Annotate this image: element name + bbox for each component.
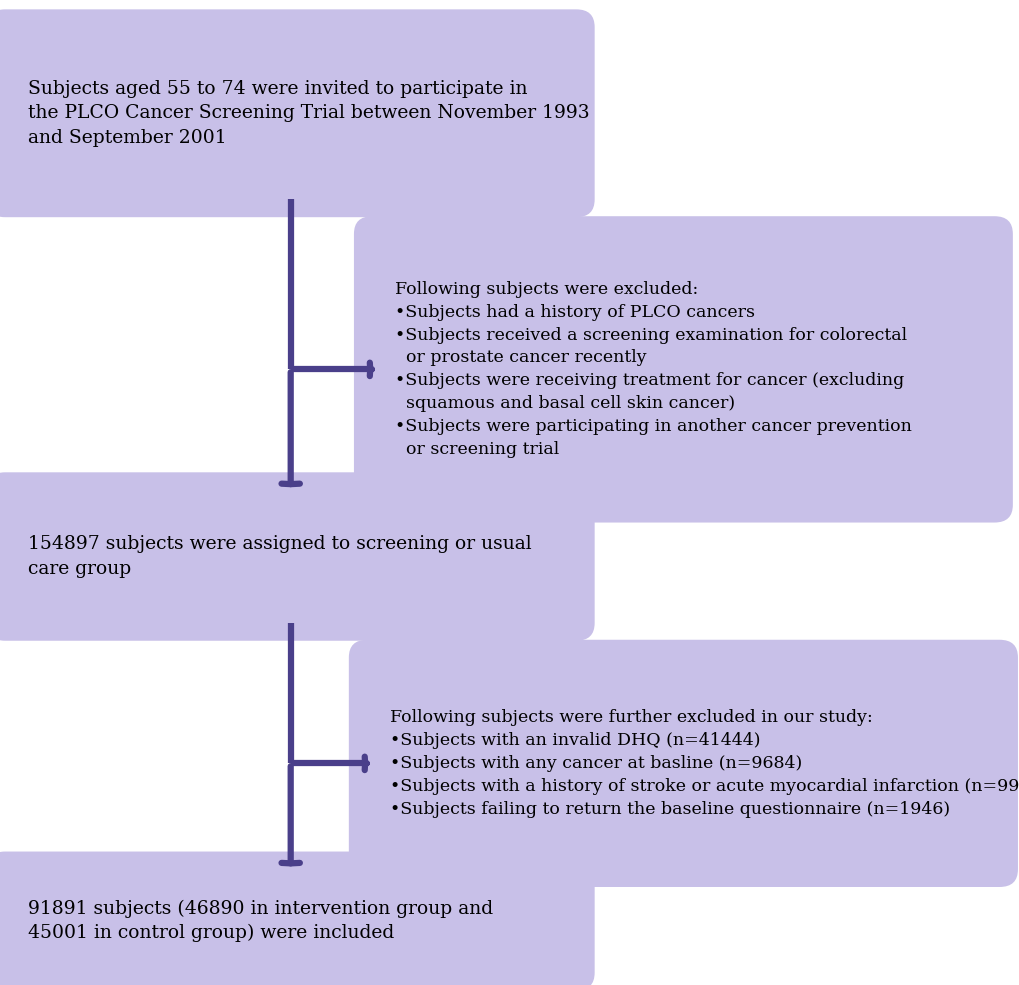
Text: Following subjects were further excluded in our study:
•Subjects with an invalid: Following subjects were further excluded…	[389, 709, 1019, 818]
FancyBboxPatch shape	[0, 10, 594, 217]
Text: Subjects aged 55 to 74 were invited to participate in
the PLCO Cancer Screening : Subjects aged 55 to 74 were invited to p…	[28, 80, 589, 147]
FancyBboxPatch shape	[348, 640, 1017, 886]
FancyBboxPatch shape	[0, 472, 594, 640]
Text: 154897 subjects were assigned to screening or usual
care group: 154897 subjects were assigned to screeni…	[28, 536, 531, 577]
FancyBboxPatch shape	[354, 216, 1012, 522]
Text: Following subjects were excluded:
•Subjects had a history of PLCO cancers
•Subje: Following subjects were excluded: •Subje…	[394, 281, 911, 458]
Text: 91891 subjects (46890 in intervention group and
45001 in control group) were inc: 91891 subjects (46890 in intervention gr…	[28, 899, 492, 943]
FancyBboxPatch shape	[0, 851, 594, 985]
